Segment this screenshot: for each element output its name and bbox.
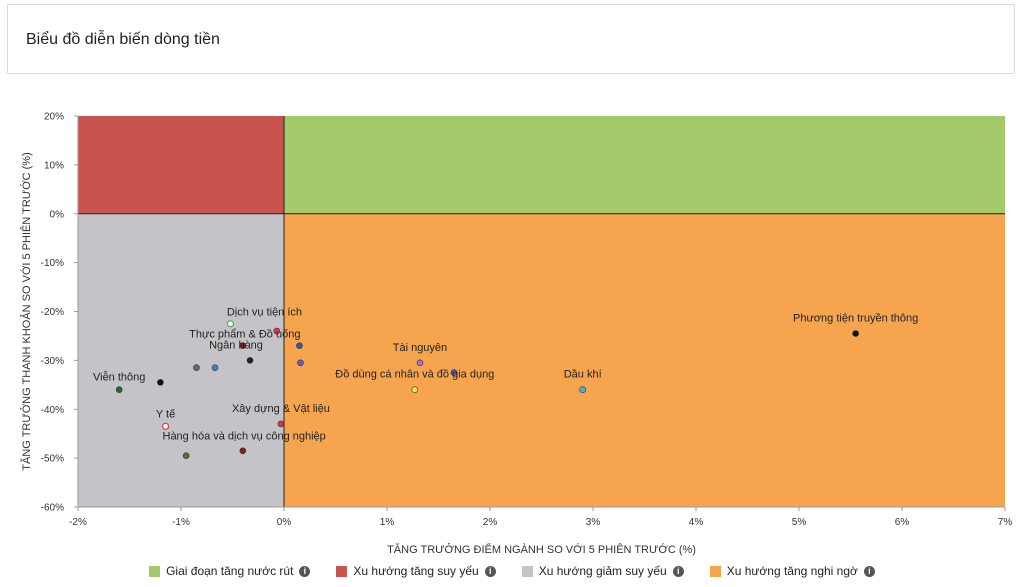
- legend: Giai đoạn tăng nước rút i Xu hướng tăng …: [0, 564, 1024, 578]
- y-tick-label: -30%: [41, 356, 64, 367]
- data-point-label: Hàng hóa và dịch vụ công nghiệp: [163, 431, 326, 443]
- legend-swatch-weak-down: [521, 565, 533, 577]
- legend-item-weak-down[interactable]: Xu hướng giảm suy yếu i: [521, 564, 684, 578]
- data-point: [450, 369, 458, 376]
- data-point: [852, 330, 859, 337]
- quadrant-0: [284, 116, 1005, 214]
- data-point: [239, 447, 247, 455]
- x-tick-label: -1%: [172, 517, 190, 528]
- data-point: [416, 359, 424, 367]
- y-tick-label: -10%: [41, 258, 64, 269]
- x-tick-label: 1%: [380, 517, 395, 528]
- data-point: [182, 452, 190, 459]
- data-point: [239, 342, 247, 350]
- legend-swatch-doubtful-up: [709, 565, 721, 577]
- legend-label-sprint: Giai đoạn tăng nước rút: [166, 564, 294, 578]
- data-point: [193, 364, 200, 372]
- info-icon[interactable]: i: [484, 565, 496, 577]
- legend-item-doubtful-up[interactable]: Xu hướng tăng nghi ngờ i: [709, 564, 875, 578]
- x-tick-label: 6%: [895, 517, 910, 528]
- data-point: [157, 379, 164, 386]
- x-tick-label: 7%: [998, 517, 1013, 528]
- x-tick-label: 3%: [586, 517, 601, 528]
- x-tick-label: 2%: [483, 517, 498, 528]
- data-point-label: Phương tiện truyền thông: [793, 312, 918, 324]
- data-point: [297, 359, 304, 367]
- chart-card-header: Biểu đồ diễn biến dòng tiền: [7, 4, 1015, 74]
- data-point: [161, 422, 170, 430]
- legend-item-weak-up[interactable]: Xu hướng tăng suy yếu i: [336, 564, 496, 578]
- y-tick-label: -60%: [41, 503, 64, 514]
- data-point-label: Tài nguyên: [393, 342, 447, 354]
- data-point: [296, 342, 303, 350]
- data-point-label: Xây dựng & Vật liệu: [232, 403, 330, 415]
- data-point: [277, 420, 285, 428]
- x-axis-label: TĂNG TRƯỞNG ĐIỂM NGÀNH SO VỚI 5 PHIÊN TR…: [387, 543, 696, 556]
- y-tick-label: -50%: [41, 454, 64, 465]
- data-point: [579, 386, 587, 394]
- data-point: [115, 386, 123, 394]
- data-point: [246, 357, 254, 364]
- quadrant-3: [284, 213, 1005, 507]
- legend-swatch-weak-up: [336, 565, 348, 577]
- data-point: [273, 327, 281, 335]
- legend-item-sprint[interactable]: Giai đoạn tăng nước rút i: [149, 564, 311, 578]
- data-point: [211, 364, 219, 372]
- x-tick-label: 5%: [792, 517, 807, 528]
- data-point-label: Dịch vụ tiện ích: [227, 307, 302, 319]
- data-point-label: Ngân hàng: [209, 339, 263, 351]
- info-icon[interactable]: i: [863, 565, 875, 577]
- y-tick-label: 10%: [44, 160, 64, 171]
- y-axis-label: TĂNG TRƯỞNG THANH KHOẢN SO VỚI 5 PHIÊN T…: [20, 152, 33, 470]
- y-tick-label: -20%: [41, 307, 64, 318]
- data-point: [411, 386, 419, 394]
- x-tick-label: 4%: [689, 517, 704, 528]
- data-point-label: Đồ dùng cá nhân và đồ gia dụng: [335, 369, 494, 381]
- data-point-label: Thực phẩm & Đồ uống: [189, 329, 300, 341]
- card-title: Biểu đồ diễn biến dòng tiền: [26, 31, 220, 48]
- legend-label-weak-up: Xu hướng tăng suy yếu: [353, 564, 479, 578]
- y-tick-label: 20%: [44, 112, 64, 123]
- info-icon[interactable]: i: [672, 565, 684, 577]
- legend-swatch-sprint: [149, 565, 161, 577]
- data-point-label: Y tế: [156, 408, 175, 420]
- data-point: [226, 320, 235, 328]
- quadrant-1: [78, 116, 284, 214]
- y-tick-label: -40%: [41, 405, 64, 416]
- legend-label-doubtful-up: Xu hướng tăng nghi ngờ: [726, 564, 858, 578]
- y-tick-label: 0%: [50, 209, 65, 220]
- x-tick-label: -2%: [69, 517, 87, 528]
- legend-label-weak-down: Xu hướng giảm suy yếu: [538, 564, 667, 578]
- x-tick-label: 0%: [277, 517, 292, 528]
- data-point-label: Viễn thông: [93, 371, 145, 384]
- info-icon[interactable]: i: [299, 565, 311, 577]
- data-point-label: Dầu khí: [564, 369, 602, 381]
